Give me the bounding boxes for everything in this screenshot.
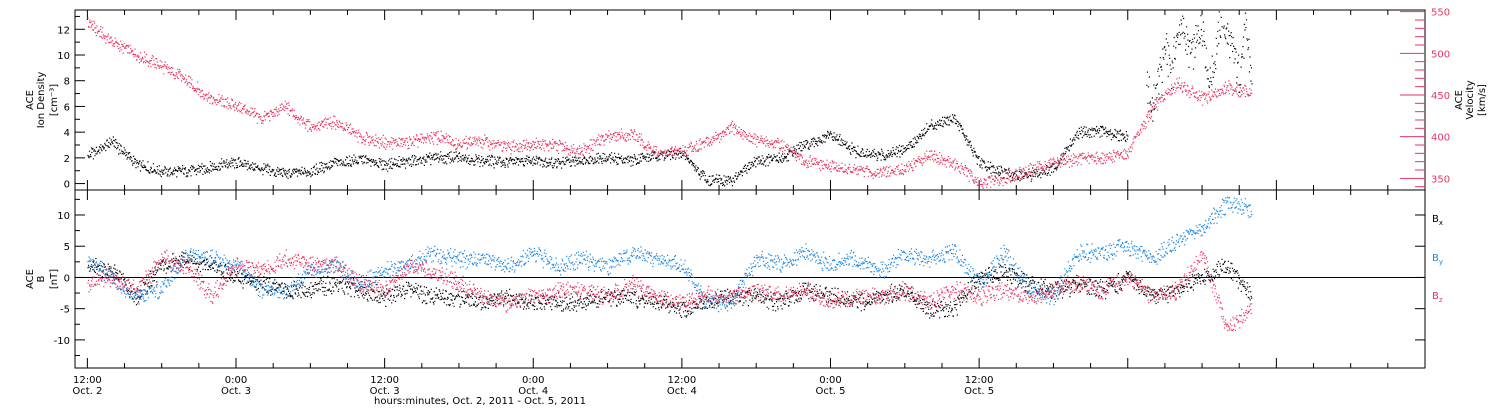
y-tick-label-bottom-left: -5 [60,305,70,316]
bottom-left-axis-title: ACE B [nT] [25,269,60,289]
legend-bx-label: B [1432,214,1439,225]
y-tick-label-bottom-left: -10 [54,336,70,347]
x-tick-label-time: 12:00 [73,375,102,386]
legend-by: By [1432,253,1443,266]
y-tick-label-top-left: 12 [57,25,70,36]
top-right-axis-title-line2: Velocity [1465,80,1476,119]
x-tick-label-date: Oct. 5 [964,386,994,397]
x-tick-label-time: 0:00 [225,375,247,386]
legend-bx: Bx [1432,214,1443,227]
x-tick-label-date: Oct. 5 [815,386,845,397]
x-tick-label-time: 12:00 [370,375,399,386]
y-tick-label-top-right: 450 [1431,91,1450,102]
top-right-axis-title-line1: ACE [1454,90,1465,110]
y-tick-label-top-left: 2 [64,154,70,165]
top-right-axis-title: ACE Velocity [km/s] [1454,80,1488,119]
y-tick-label-bottom-left: 10 [57,211,70,222]
bottom-left-axis-title-line1: ACE [25,269,36,289]
y-tick-label-top-right: 350 [1431,174,1450,185]
y-tick-label-top-left: 6 [64,102,70,113]
x-tick-label-date: Oct. 2 [72,386,102,397]
series-ion-density-late-points [1146,11,1253,122]
top-left-axis-title-line3: [cm⁻³] [49,84,60,116]
y-tick-label-top-left: 8 [64,77,70,88]
y-tick-label-top-right: 500 [1431,49,1450,60]
x-tick-label-date: Oct. 4 [518,386,548,397]
series-bx [87,251,1253,319]
legend: Bx By Bz [1432,214,1443,304]
y-tick-label-bottom-left: 5 [64,242,70,253]
series-velocity [87,17,1253,189]
series-by [87,196,1253,313]
series-bx-points [87,251,1253,319]
y-tick-label-top-left: 0 [64,180,70,191]
x-axis-title: hours:minutes, Oct. 2, 2011 - Oct. 5, 20… [374,396,586,407]
series-velocity-points [87,17,1253,189]
top-right-axis-title-line3: [km/s] [1477,84,1488,116]
y-tick-label-bottom-left: 0 [64,273,70,284]
series-ion-density-late [1146,11,1253,122]
x-tick-label-date: Oct. 3 [370,386,400,397]
legend-bx-sub: x [1439,219,1443,227]
y-tick-label-top-left: 4 [64,128,70,139]
series-by-points [87,196,1253,313]
top-left-axis-title-line1: ACE [25,90,36,110]
top-left-axis-title-line2: Ion Density [36,72,47,129]
bottom-panel-frame [74,189,1426,369]
legend-bz-sub: z [1439,296,1443,304]
x-tick-label-date: Oct. 3 [221,386,251,397]
x-tick-label-time: 12:00 [667,375,696,386]
x-tick-label-time: 0:00 [522,375,544,386]
bottom-left-axis-title-line3: [nT] [49,269,60,289]
x-tick-label-time: 12:00 [965,375,994,386]
legend-bz-label: B [1432,291,1439,302]
top-left-axis-title: ACE Ion Density [cm⁻³] [25,72,60,129]
x-tick-label-time: 0:00 [819,375,841,386]
top-panel-frame [74,9,1426,191]
legend-by-label: B [1432,253,1439,264]
data-layer [87,11,1253,332]
y-tick-label-top-right: 400 [1431,133,1450,144]
legend-by-sub: y [1439,258,1443,266]
y-tick-label-top-left: 10 [57,51,70,62]
bottom-left-axis-title-line2: B [36,275,47,282]
y-tick-label-top-right: 550 [1431,8,1450,19]
legend-bz: Bz [1432,291,1443,304]
x-tick-label-date: Oct. 4 [667,386,697,397]
